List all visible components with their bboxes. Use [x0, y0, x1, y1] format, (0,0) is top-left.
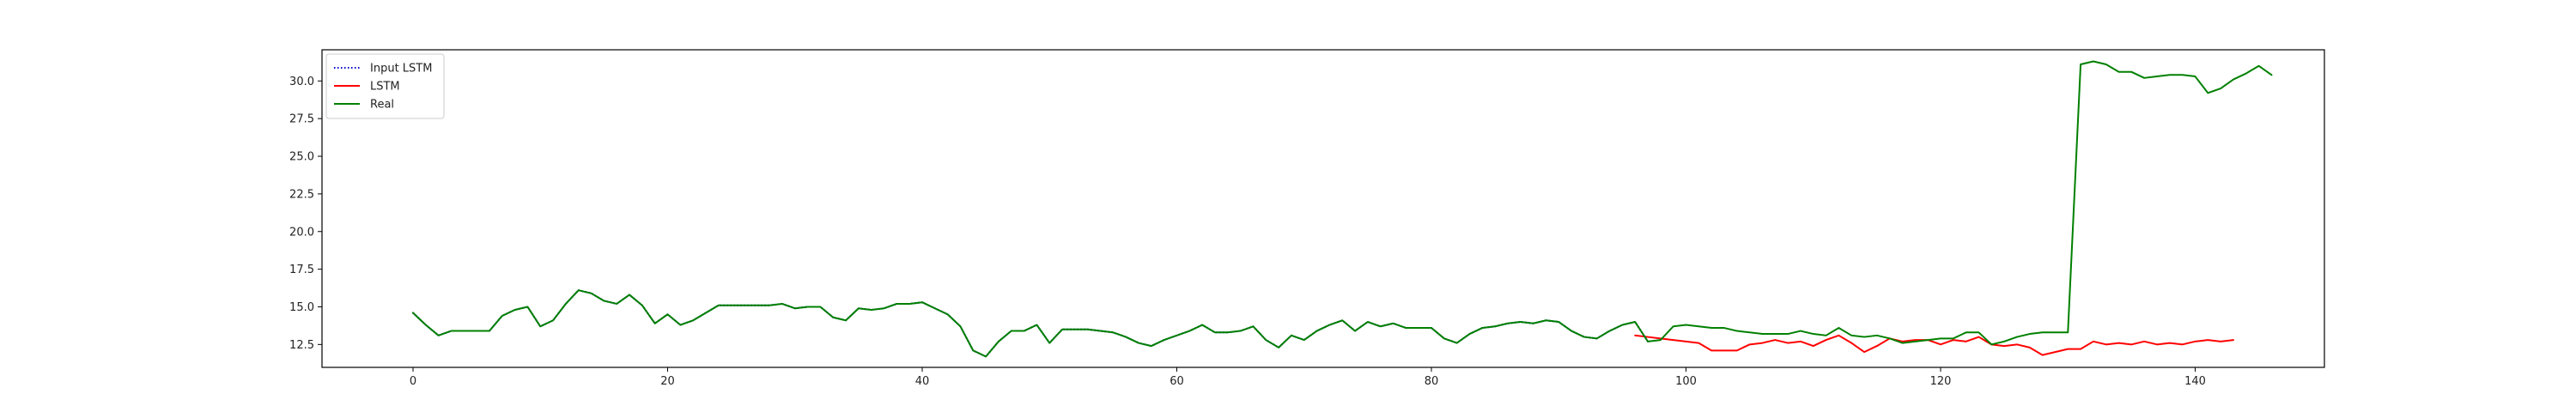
x-tick-label: 40 [915, 375, 930, 388]
x-tick-label: 140 [2184, 375, 2206, 388]
x-tick-label: 120 [1930, 375, 1952, 388]
legend-box [325, 53, 445, 119]
x-tick-label: 20 [660, 375, 675, 388]
x-tick-label: 100 [1675, 375, 1697, 388]
series-line-lstm [1634, 334, 2234, 356]
y-tick-label: 30.0 [289, 76, 314, 88]
y-tick-label: 27.5 [289, 113, 314, 126]
ticks-layer: 0 20 40 60 80 100 120 140 12.5 15.0 17.5 20.0 22.5 25… [289, 76, 2206, 388]
plot-area [412, 60, 2273, 358]
y-tick-label: 12.5 [289, 339, 314, 352]
axes-frame [321, 49, 2325, 368]
series-line-real [412, 60, 2273, 358]
y-tick-label: 17.5 [289, 264, 314, 276]
y-tick-label: 25.0 [289, 151, 314, 164]
y-tick-label: 20.0 [289, 226, 314, 239]
legend: Input LSTM LSTM Real [325, 53, 445, 119]
y-tick-label: 22.5 [289, 188, 314, 201]
y-tick-label: 15.0 [289, 301, 314, 314]
x-tick-label: 80 [1425, 375, 1439, 388]
x-tick-label: 60 [1170, 375, 1184, 388]
legend-label: Real [370, 99, 394, 112]
legend-label: Input LSTM [370, 63, 432, 76]
x-tick-label: 0 [410, 375, 416, 388]
legend-label: LSTM [370, 81, 400, 94]
